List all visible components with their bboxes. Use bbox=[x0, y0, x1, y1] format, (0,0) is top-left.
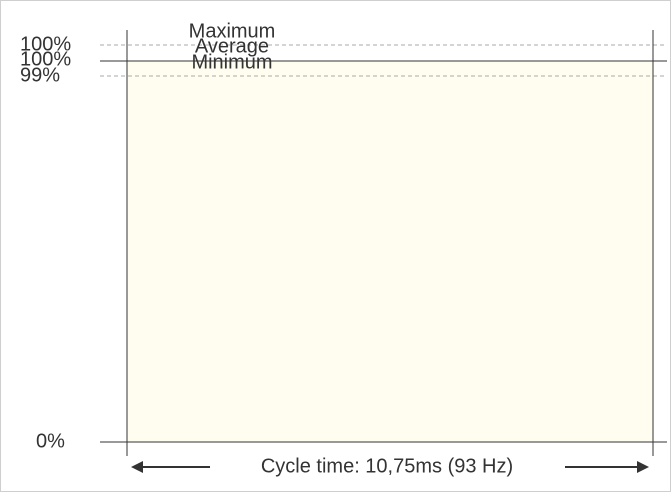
level-label: 100% bbox=[20, 48, 71, 70]
plot-area bbox=[127, 61, 653, 442]
level-label: 99% bbox=[20, 64, 60, 86]
level-name: Maximum bbox=[189, 20, 276, 42]
level-name: Average bbox=[195, 35, 269, 57]
axis-min-label: 0% bbox=[36, 430, 65, 452]
level-name: Minimum bbox=[191, 51, 272, 73]
level-label: 100% bbox=[20, 33, 71, 55]
arrow-head bbox=[637, 461, 649, 473]
arrow-head bbox=[131, 461, 143, 473]
cycle-time-label: Cycle time: 10,75ms (93 Hz) bbox=[261, 455, 513, 477]
